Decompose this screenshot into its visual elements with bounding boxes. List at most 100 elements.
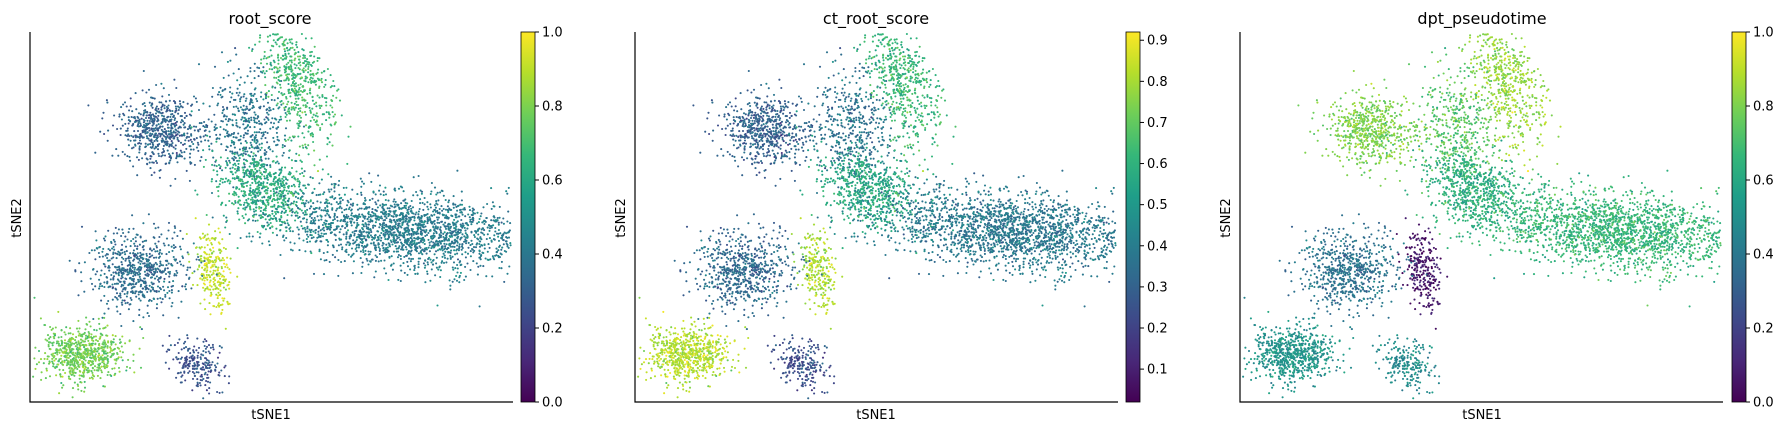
- scatter-point: [147, 116, 150, 119]
- scatter-point: [134, 292, 137, 295]
- scatter-point: [249, 208, 252, 211]
- scatter-point: [431, 263, 435, 266]
- scatter-point: [447, 211, 450, 214]
- scatter-point: [282, 40, 285, 44]
- scatter-point: [314, 121, 317, 124]
- scatter-point: [280, 103, 283, 106]
- scatter-point: [364, 249, 367, 252]
- scatter-point: [240, 182, 243, 185]
- scatter-point: [297, 66, 300, 70]
- scatter-point: [287, 156, 291, 159]
- scatter-point: [280, 223, 283, 226]
- scatter-point: [132, 116, 135, 119]
- scatter-point: [393, 198, 396, 201]
- scatter-point: [245, 181, 248, 184]
- scatter-point: [77, 294, 80, 297]
- scatter-point: [278, 37, 281, 40]
- scatter-point: [317, 79, 321, 82]
- scatter-point: [385, 223, 388, 226]
- scatter-point: [290, 74, 294, 77]
- scatter-point: [407, 216, 411, 219]
- scatter-point: [205, 287, 209, 290]
- scatter-point: [305, 237, 308, 241]
- scatter-point: [378, 184, 382, 187]
- scatter-point: [148, 122, 151, 125]
- scatter-point: [230, 132, 233, 136]
- scatter-point: [284, 176, 287, 179]
- scatter-point: [347, 135, 350, 138]
- scatter-point: [235, 53, 238, 56]
- scatter-point: [350, 224, 353, 227]
- scatter-point: [398, 245, 401, 248]
- scatter-point: [432, 258, 435, 262]
- scatter-point: [172, 244, 175, 247]
- scatter-point: [221, 181, 224, 184]
- scatter-point: [101, 250, 104, 253]
- scatter-point: [383, 226, 386, 229]
- scatter-point: [277, 53, 280, 56]
- scatter-point: [465, 236, 468, 239]
- scatter-point: [302, 71, 305, 74]
- scatter-point: [406, 265, 410, 268]
- scatter-point: [322, 70, 326, 73]
- scatter-point: [502, 243, 505, 246]
- scatter-point: [295, 64, 298, 67]
- scatter-point: [177, 155, 180, 158]
- scatter-point: [379, 223, 382, 226]
- scatter-point: [333, 182, 336, 185]
- scatter-point: [176, 234, 179, 238]
- scatter-point: [325, 220, 328, 223]
- scatter-point: [351, 204, 354, 207]
- scatter-point: [361, 265, 364, 268]
- scatter-point: [221, 178, 224, 181]
- scatter-point: [277, 62, 280, 65]
- scatter-point: [297, 91, 300, 94]
- scatter-point: [129, 245, 132, 248]
- scatter-point: [342, 233, 345, 236]
- scatter-point: [253, 173, 256, 176]
- scatter-point: [340, 207, 343, 210]
- scatter-point: [249, 126, 252, 129]
- scatter-point: [315, 101, 318, 104]
- scatter-point: [300, 160, 303, 163]
- scatter-point: [260, 163, 263, 166]
- scatter-point: [110, 257, 113, 260]
- scatter-point: [382, 247, 385, 250]
- scatter-point: [154, 132, 158, 135]
- scatter-point: [329, 196, 332, 199]
- scatter-point: [203, 259, 206, 263]
- scatter-point: [119, 292, 122, 295]
- scatter-point: [254, 168, 257, 171]
- scatter-point: [287, 138, 290, 141]
- scatter-point: [151, 106, 154, 109]
- scatter-point: [417, 266, 420, 269]
- scatter-point: [465, 242, 468, 245]
- scatter-point: [494, 230, 497, 233]
- scatter-point: [226, 106, 229, 109]
- scatter-point: [103, 239, 106, 242]
- scatter-point: [241, 166, 244, 169]
- scatter-point: [478, 217, 481, 221]
- scatter-point: [302, 62, 305, 65]
- scatter-point: [285, 38, 288, 41]
- scatter-point: [216, 173, 219, 176]
- scatter-point: [282, 207, 285, 210]
- scatter-point: [301, 132, 304, 135]
- scatter-point: [419, 250, 422, 253]
- scatter-point: [383, 224, 386, 227]
- scatter-point: [108, 259, 111, 262]
- scatter-point: [385, 251, 388, 254]
- scatter-point: [408, 257, 411, 260]
- scatter-point: [386, 207, 389, 210]
- scatter-point: [440, 220, 443, 223]
- scatter-point: [302, 146, 305, 149]
- scatter-point: [363, 230, 366, 233]
- scatter-point: [302, 211, 305, 215]
- scatter-point: [282, 175, 285, 178]
- scatter-point: [294, 94, 297, 97]
- scatter-point: [124, 270, 127, 273]
- scatter-point: [232, 163, 235, 166]
- scatter-point: [272, 192, 275, 196]
- scatter-point: [78, 262, 81, 265]
